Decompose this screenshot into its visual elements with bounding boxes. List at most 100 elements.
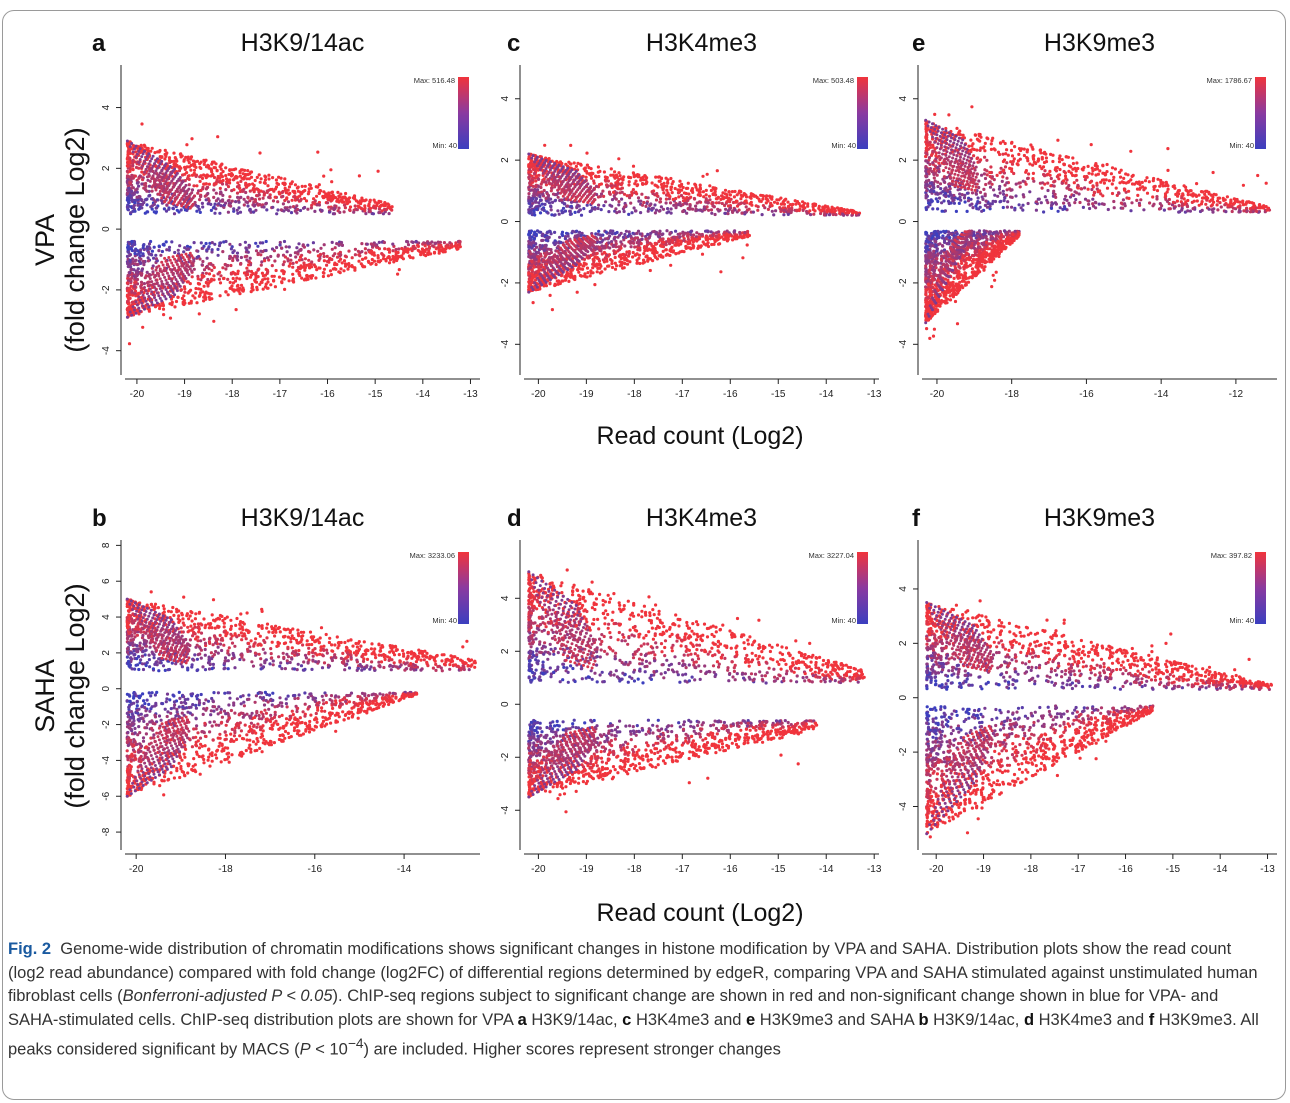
data-point — [850, 208, 854, 213]
data-point — [761, 194, 765, 198]
data-point — [168, 173, 172, 177]
data-point — [537, 162, 541, 165]
data-point — [654, 242, 658, 246]
data-point — [563, 235, 568, 239]
data-point — [330, 180, 334, 184]
data-point — [723, 236, 727, 241]
data-point — [293, 251, 297, 255]
data-point — [246, 204, 250, 208]
data-point — [175, 254, 179, 258]
data-point — [564, 197, 568, 201]
data-point — [171, 273, 175, 277]
data-point — [134, 248, 138, 252]
data-point — [209, 208, 213, 212]
data-point — [236, 287, 240, 292]
data-point — [155, 157, 159, 161]
data-point — [704, 188, 708, 192]
data-point — [551, 192, 556, 196]
data-point — [189, 168, 193, 172]
data-point — [151, 154, 155, 158]
x-tick-label: -18 — [225, 389, 240, 400]
data-point — [561, 279, 565, 283]
data-point — [140, 155, 144, 159]
data-point — [563, 185, 567, 189]
data-point — [377, 207, 382, 211]
data-point — [190, 137, 194, 141]
data-point — [243, 168, 247, 172]
data-point — [363, 209, 367, 213]
data-point — [781, 206, 785, 210]
data-point — [174, 269, 178, 273]
data-point — [304, 278, 308, 282]
data-point — [572, 167, 577, 171]
data-point — [171, 264, 175, 268]
data-point — [623, 232, 627, 237]
data-point — [679, 193, 684, 198]
data-point — [250, 196, 254, 200]
data-point — [731, 238, 735, 242]
data-point — [127, 288, 131, 292]
data-point — [608, 203, 612, 207]
data-point — [649, 202, 653, 206]
data-point — [246, 183, 250, 187]
data-point — [566, 195, 570, 199]
data-point — [170, 279, 174, 283]
data-point — [174, 189, 178, 193]
data-point — [250, 285, 254, 289]
data-point — [710, 211, 714, 215]
data-point — [150, 157, 154, 161]
row-label-saha: SAHA (fold change Log2) — [30, 526, 90, 866]
data-point — [151, 264, 155, 268]
data-point — [176, 295, 180, 299]
data-point — [562, 202, 566, 206]
data-point — [842, 210, 846, 214]
data-point — [200, 263, 204, 267]
data-point — [126, 247, 131, 251]
data-point — [137, 160, 141, 164]
data-point — [142, 263, 146, 267]
data-point — [537, 201, 541, 205]
data-point — [245, 200, 250, 205]
data-point — [656, 234, 660, 238]
data-point — [322, 190, 326, 194]
data-point — [259, 263, 263, 267]
data-point — [153, 171, 156, 175]
data-point — [442, 249, 447, 254]
data-point — [283, 198, 287, 203]
data-point — [556, 209, 560, 213]
data-point — [705, 205, 709, 209]
data-point — [138, 158, 142, 161]
data-point — [141, 163, 145, 166]
data-point — [229, 174, 234, 178]
data-point — [155, 271, 159, 275]
data-point — [555, 159, 559, 164]
data-point — [132, 274, 136, 278]
data-point — [343, 264, 348, 268]
data-point — [290, 198, 294, 202]
data-point — [695, 231, 699, 235]
y-tick-label: -4 — [101, 346, 112, 355]
data-point — [160, 155, 164, 159]
data-point — [602, 250, 606, 255]
data-point — [841, 212, 845, 216]
data-point — [573, 199, 577, 202]
data-point — [163, 294, 167, 298]
data-point — [589, 167, 593, 171]
data-point — [125, 169, 129, 173]
data-point — [317, 191, 321, 195]
data-point — [308, 250, 312, 254]
data-point — [599, 264, 603, 268]
data-point — [650, 181, 654, 185]
data-point — [639, 199, 643, 203]
data-point — [303, 266, 307, 270]
data-point — [196, 274, 200, 278]
data-point — [141, 178, 145, 182]
data-point — [195, 301, 199, 305]
data-point — [131, 168, 135, 172]
data-point — [239, 283, 244, 287]
data-point — [338, 210, 342, 214]
data-point — [330, 198, 334, 202]
data-point — [173, 266, 177, 270]
data-point — [260, 280, 264, 284]
data-point — [698, 183, 702, 187]
